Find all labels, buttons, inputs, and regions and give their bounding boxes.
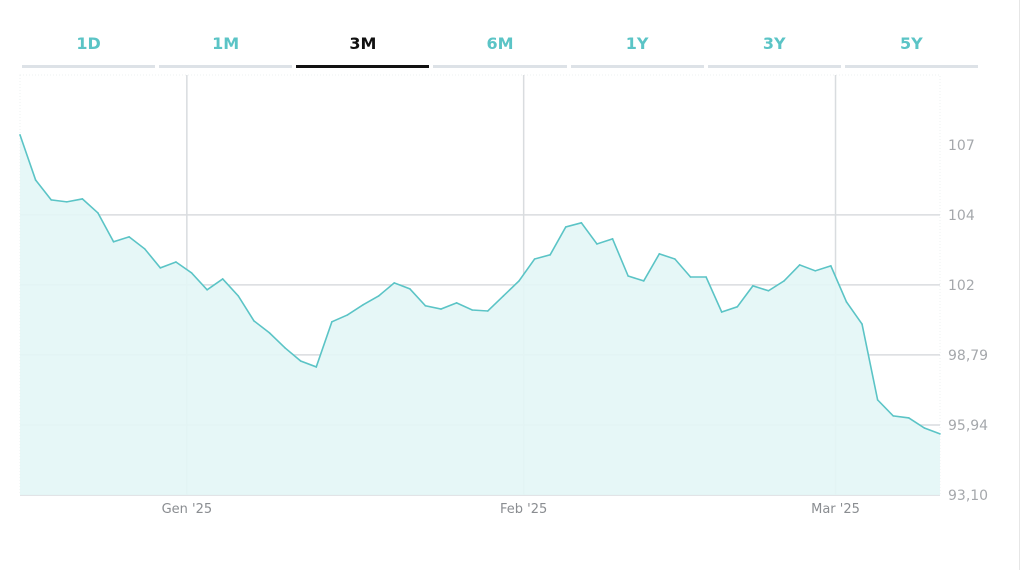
data-point	[299, 360, 302, 362]
data-point	[752, 285, 754, 287]
area-fill	[20, 134, 940, 495]
data-point	[65, 201, 68, 203]
data-point	[518, 280, 520, 282]
data-point	[440, 308, 442, 310]
data-point	[34, 179, 37, 181]
data-point	[502, 295, 505, 297]
data-point	[346, 314, 349, 316]
data-point	[814, 270, 817, 272]
data-point	[892, 415, 895, 417]
x-tick-label: Mar '25	[811, 502, 860, 517]
y-tick-label: 104	[948, 208, 975, 224]
data-point	[315, 366, 318, 368]
data-point	[845, 301, 848, 303]
data-point	[128, 236, 130, 238]
data-point	[736, 306, 739, 308]
tab-3m[interactable]: 3M	[296, 30, 430, 68]
data-point	[658, 253, 661, 255]
data-point	[689, 276, 692, 278]
data-point	[674, 258, 676, 260]
data-point	[377, 295, 380, 297]
data-point	[767, 289, 770, 292]
data-point	[112, 240, 115, 243]
data-point	[830, 265, 832, 267]
data-point	[409, 288, 411, 290]
data-point	[705, 276, 707, 278]
data-point	[549, 254, 551, 256]
data-point	[206, 289, 208, 291]
data-point	[596, 243, 598, 245]
data-point	[580, 222, 583, 224]
data-point	[424, 305, 427, 307]
data-point	[97, 212, 99, 214]
data-point	[908, 417, 910, 419]
data-point	[611, 238, 614, 240]
data-point	[362, 304, 364, 306]
x-tick-label: Gen '25	[162, 502, 213, 517]
price-line	[19, 134, 941, 435]
data-point	[923, 427, 926, 429]
data-point	[876, 399, 879, 401]
data-point	[284, 347, 286, 349]
data-point	[471, 309, 474, 311]
data-point	[627, 275, 629, 277]
tab-1m[interactable]: 1M	[159, 30, 293, 68]
y-tick-label: 102	[948, 278, 975, 294]
y-tick-label: 107	[948, 138, 975, 154]
data-point	[253, 320, 255, 322]
tab-6m[interactable]: 6M	[433, 30, 567, 68]
data-point	[642, 280, 645, 282]
data-point	[81, 198, 84, 200]
y-tick-label: 95,94	[948, 418, 988, 434]
data-point	[175, 261, 177, 263]
data-point	[564, 226, 567, 228]
data-point	[720, 311, 723, 313]
data-point	[783, 280, 785, 282]
y-tick-label: 98,79	[948, 348, 988, 364]
data-point	[19, 134, 21, 136]
x-tick-label: Feb '25	[500, 502, 547, 517]
data-point	[159, 267, 162, 269]
tab-1y[interactable]: 1Y	[570, 30, 704, 68]
data-point	[533, 258, 536, 260]
data-point	[190, 272, 193, 274]
data-point	[455, 302, 458, 304]
data-point	[237, 295, 240, 297]
data-point	[331, 321, 333, 323]
data-point	[268, 332, 271, 334]
data-point	[50, 199, 52, 201]
data-point	[393, 282, 396, 284]
y-tick-label: 93,10	[948, 488, 988, 504]
panel-edge	[1019, 0, 1020, 570]
timeframe-tabs: 1D 1M 3M 6M 1Y 3Y 5Y	[22, 30, 978, 68]
data-point	[143, 248, 146, 250]
data-point	[939, 433, 941, 435]
data-point	[798, 264, 801, 266]
tab-3y[interactable]: 3Y	[707, 30, 841, 68]
data-point	[861, 323, 863, 325]
tab-1d[interactable]: 1D	[22, 30, 156, 68]
data-point	[221, 278, 224, 280]
tab-5y[interactable]: 5Y	[844, 30, 978, 68]
data-point	[486, 310, 489, 312]
